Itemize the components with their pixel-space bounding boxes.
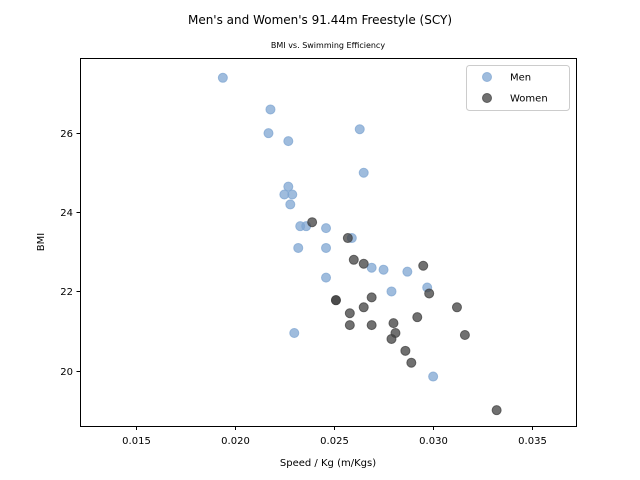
- legend-marker-women: [482, 93, 492, 103]
- x-tick-label: 0.025: [320, 436, 349, 447]
- point-women-12: [412, 312, 423, 323]
- x-axis-label: Speed / Kg (m/Kgs): [280, 458, 376, 469]
- point-men-14: [293, 242, 304, 253]
- point-women-18: [386, 333, 397, 344]
- legend: Men Women: [466, 65, 570, 111]
- point-men-2: [263, 128, 274, 139]
- point-women-4: [418, 260, 429, 271]
- chart-title: Men's and Women's 91.44m Freestyle (SCY): [188, 13, 452, 27]
- point-women-10: [358, 302, 369, 313]
- point-women-20: [406, 357, 417, 368]
- point-women-8: [330, 295, 341, 306]
- point-men-1: [265, 104, 276, 115]
- point-men-20: [386, 286, 397, 297]
- point-women-19: [400, 345, 411, 356]
- point-men-15: [321, 242, 332, 253]
- x-tick-label: 0.030: [419, 436, 448, 447]
- y-tick-label: 26: [60, 129, 73, 140]
- point-women-0: [307, 217, 318, 228]
- x-tick-label: 0.035: [518, 436, 547, 447]
- point-women-17: [459, 329, 470, 340]
- point-women-1: [342, 233, 353, 244]
- plot-area-frame: [80, 58, 577, 427]
- point-women-15: [366, 320, 377, 331]
- point-women-6: [366, 292, 377, 303]
- point-men-23: [428, 371, 439, 382]
- point-women-3: [358, 258, 369, 269]
- y-axis-label: BMI: [36, 233, 47, 251]
- y-tick-label: 24: [60, 208, 73, 219]
- point-men-8: [287, 189, 298, 200]
- points-layer: [217, 72, 502, 416]
- y-axis-ticks: 20 22 24 26: [60, 129, 81, 378]
- x-tick-label: 0.020: [221, 436, 250, 447]
- point-women-2: [348, 254, 359, 265]
- x-tick-label: 0.015: [122, 436, 151, 447]
- point-men-5: [358, 167, 369, 178]
- point-women-11: [344, 308, 355, 319]
- point-men-18: [402, 266, 413, 277]
- chart-subtitle: BMI vs. Swimming Efficiency: [271, 41, 385, 50]
- point-men-6: [283, 181, 294, 192]
- point-men-12: [321, 223, 332, 234]
- point-men-19: [321, 272, 332, 283]
- y-tick-label: 20: [60, 367, 73, 378]
- legend-box: [466, 65, 570, 111]
- point-men-16: [366, 262, 377, 273]
- point-women-5: [424, 288, 435, 299]
- point-women-14: [344, 320, 355, 331]
- point-women-13: [388, 318, 399, 329]
- legend-label-women: Women: [510, 94, 548, 105]
- x-axis-ticks: 0.015 0.020 0.025 0.030 0.035: [122, 426, 547, 447]
- point-men-9: [285, 199, 296, 210]
- legend-marker-men: [482, 72, 492, 82]
- y-tick-label: 22: [60, 287, 73, 298]
- point-men-22: [289, 328, 300, 339]
- point-men-3: [354, 124, 365, 135]
- point-women-21: [491, 405, 502, 416]
- point-men-4: [283, 136, 294, 147]
- point-men-17: [378, 264, 389, 275]
- point-men-0: [217, 72, 228, 83]
- point-women-9: [451, 302, 462, 313]
- legend-label-men: Men: [510, 73, 531, 84]
